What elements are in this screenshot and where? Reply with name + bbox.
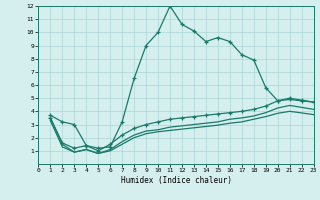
- X-axis label: Humidex (Indice chaleur): Humidex (Indice chaleur): [121, 176, 231, 185]
